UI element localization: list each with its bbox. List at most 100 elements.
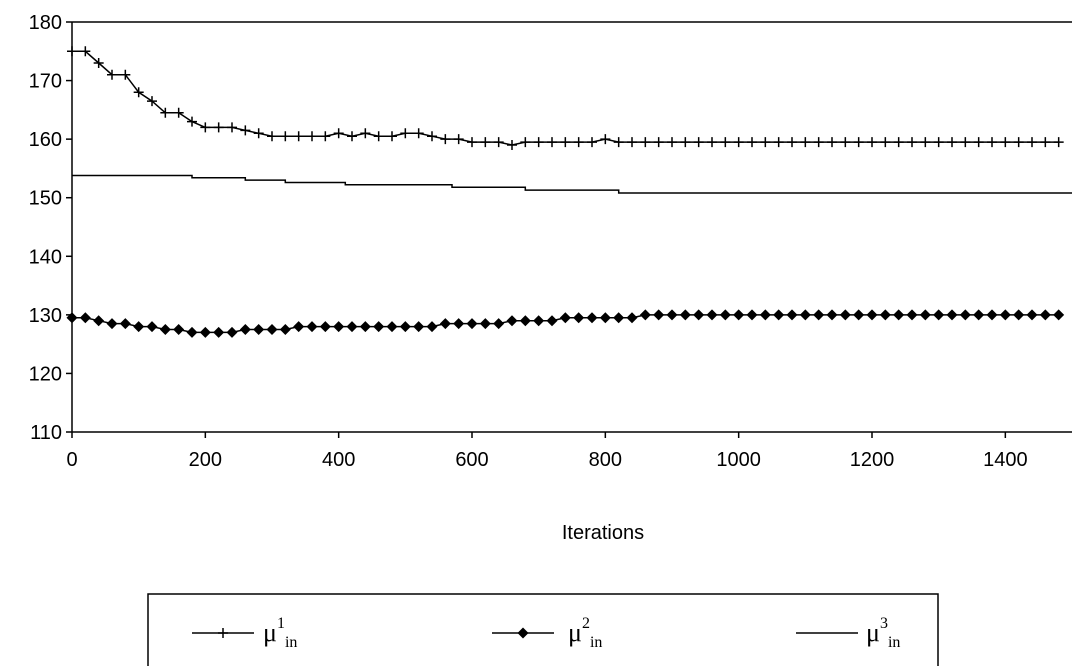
series-line — [72, 174, 1072, 194]
data-point — [226, 326, 238, 338]
data-point — [253, 128, 264, 139]
data-point — [359, 321, 371, 333]
data-point — [373, 131, 384, 142]
data-point — [159, 324, 171, 335]
y-ticks: 110 120 130 140 150 160 170 180 — [29, 12, 72, 444]
data-point — [307, 131, 317, 142]
data-point — [573, 137, 584, 148]
data-point — [493, 137, 504, 148]
data-point — [919, 309, 931, 321]
data-point — [80, 46, 91, 57]
x-tick-label: 400 — [322, 449, 355, 471]
data-point — [506, 315, 518, 327]
data-point — [920, 137, 931, 148]
data-point — [880, 137, 891, 148]
data-point — [706, 309, 718, 321]
data-point — [187, 116, 197, 127]
data-point — [693, 309, 705, 321]
data-point — [507, 140, 517, 150]
data-point — [319, 321, 331, 333]
data-point — [440, 134, 451, 145]
x-tick-label: 200 — [189, 449, 222, 471]
data-point — [160, 107, 171, 118]
axes — [71, 21, 1072, 433]
data-point — [626, 312, 638, 324]
y-tick-label: 150 — [29, 188, 62, 210]
data-point — [267, 131, 277, 142]
data-point — [746, 309, 758, 321]
data-point — [119, 318, 131, 330]
data-point — [253, 324, 265, 335]
data-point — [586, 312, 598, 324]
data-point — [66, 312, 78, 324]
legend-label: μ2in — [568, 615, 602, 651]
data-point — [520, 137, 531, 148]
data-point — [493, 318, 505, 330]
y-tick-label: 110 — [30, 422, 62, 444]
data-point — [266, 324, 278, 335]
data-point — [453, 134, 464, 145]
data-point — [227, 122, 237, 133]
data-point — [893, 309, 905, 321]
data-point — [1053, 137, 1064, 148]
series-1 — [67, 46, 1064, 150]
data-point — [613, 312, 625, 324]
data-point — [279, 324, 291, 335]
data-point — [173, 107, 184, 118]
data-point — [306, 321, 318, 333]
data-point — [667, 137, 677, 148]
data-point — [773, 309, 785, 321]
data-point — [360, 128, 371, 139]
data-point — [786, 309, 798, 321]
data-point — [79, 312, 91, 324]
x-tick-label: 0 — [66, 449, 77, 471]
legend-label-sup: 2 — [582, 615, 590, 632]
data-point — [959, 309, 971, 321]
data-point — [347, 131, 357, 142]
data-point — [293, 131, 304, 142]
data-point — [733, 137, 744, 148]
legend-label-name: μ — [263, 618, 277, 647]
data-point — [999, 309, 1011, 321]
series-layer — [66, 46, 1072, 338]
legend-label-sub: in — [285, 634, 297, 651]
data-point — [133, 321, 145, 333]
data-point — [400, 128, 411, 139]
data-point — [1053, 309, 1065, 321]
data-point — [987, 137, 997, 148]
legend-label-name: μ — [568, 618, 582, 647]
legend-entry-1: μ1in — [192, 615, 297, 651]
y-tick-label: 140 — [29, 246, 62, 268]
x-ticks: 0 200 400 600 800 1000 1200 1400 — [66, 432, 1028, 471]
data-point — [67, 46, 77, 57]
y-tick-label: 170 — [29, 71, 62, 93]
data-point — [1000, 137, 1011, 148]
data-point — [93, 315, 105, 327]
data-point — [146, 321, 158, 333]
data-point — [800, 137, 811, 148]
data-point — [719, 309, 731, 321]
data-point — [986, 309, 998, 321]
data-point — [906, 309, 918, 321]
data-point — [107, 69, 117, 80]
legend-label-sub: in — [888, 634, 900, 651]
data-point — [293, 321, 305, 333]
data-point — [147, 96, 157, 107]
x-tick-label: 600 — [455, 449, 488, 471]
data-point — [439, 318, 451, 330]
data-point — [747, 137, 757, 148]
data-point — [733, 309, 745, 321]
data-point — [893, 137, 904, 148]
x-tick-label: 800 — [589, 449, 622, 471]
legend-label: μ1in — [263, 615, 297, 651]
data-point — [813, 309, 825, 321]
data-point — [533, 315, 545, 327]
series-3 — [72, 174, 1072, 194]
data-point — [1013, 137, 1024, 148]
data-point — [720, 137, 731, 148]
x-axis-title: Iterations — [562, 522, 644, 544]
data-point — [320, 131, 331, 142]
data-point — [627, 137, 637, 148]
data-point — [960, 137, 971, 148]
